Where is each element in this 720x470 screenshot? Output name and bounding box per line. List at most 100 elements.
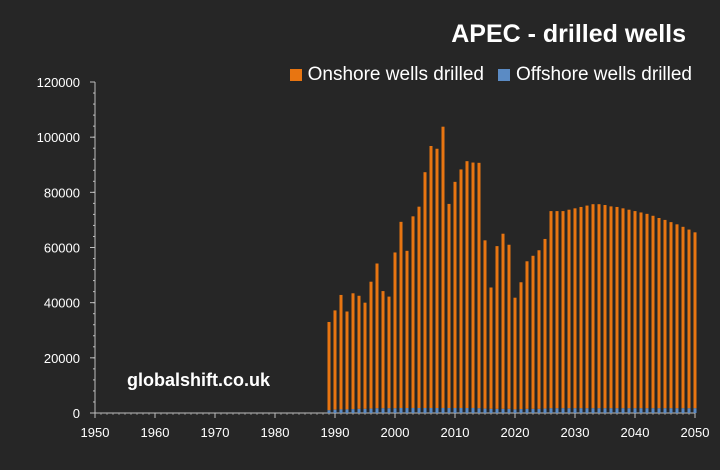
x-tick-label: 2040 <box>621 425 650 440</box>
x-tick-label: 2010 <box>441 425 470 440</box>
bar-offshore <box>627 408 631 413</box>
bar-offshore <box>657 408 661 413</box>
bar-offshore <box>333 409 337 413</box>
bar-onshore <box>591 204 595 409</box>
bar-onshore <box>375 263 379 409</box>
bar-onshore <box>669 222 673 409</box>
bar-onshore <box>633 211 637 409</box>
bar-offshore <box>597 408 601 413</box>
bar-onshore <box>411 216 415 409</box>
y-tick-label: 80000 <box>44 185 80 200</box>
chart-title: APEC - drilled wells <box>451 20 686 48</box>
legend-label-offshore: Offshore wells drilled <box>515 64 692 85</box>
bar-offshore <box>585 408 589 413</box>
bar-onshore <box>567 209 571 409</box>
bar-onshore <box>465 161 469 409</box>
bar-onshore <box>687 229 691 409</box>
bar-offshore <box>471 408 475 413</box>
bar-offshore <box>561 408 565 413</box>
bar-onshore <box>435 148 439 409</box>
bar-onshore <box>387 296 391 409</box>
bar-offshore <box>399 408 403 413</box>
x-tick-label: 1950 <box>81 425 110 440</box>
bar-offshore <box>621 408 625 413</box>
bar-onshore <box>609 206 613 409</box>
bar-onshore <box>603 205 607 409</box>
bar-offshore <box>453 408 457 413</box>
x-tick-label: 2050 <box>681 425 710 440</box>
bar-offshore <box>423 408 427 413</box>
bar-offshore <box>579 408 583 413</box>
bar-offshore <box>519 409 523 413</box>
legend-swatch-onshore <box>289 69 302 81</box>
bar-offshore <box>681 408 685 413</box>
y-tick-label: 120000 <box>37 75 80 90</box>
bar-offshore <box>477 408 481 413</box>
bar-onshore <box>501 233 505 409</box>
bar-offshore <box>339 409 343 413</box>
bar-offshore <box>489 408 493 413</box>
bar-offshore <box>495 408 499 413</box>
bar-onshore <box>627 209 631 409</box>
bar-onshore <box>483 240 487 409</box>
bar-offshore <box>387 408 391 413</box>
bar-onshore <box>525 261 529 409</box>
x-tick-label: 2000 <box>381 425 410 440</box>
x-tick-label: 1990 <box>321 425 350 440</box>
bar-onshore <box>495 246 499 409</box>
y-tick-label: 20000 <box>44 351 80 366</box>
y-tick-label: 40000 <box>44 296 80 311</box>
bar-onshore <box>399 221 403 409</box>
bar-onshore <box>693 232 697 409</box>
bar-onshore <box>339 294 343 410</box>
bar-onshore <box>363 302 367 409</box>
bar-onshore <box>429 145 433 409</box>
bar-offshore <box>411 408 415 413</box>
x-tick-label: 1980 <box>261 425 290 440</box>
bar-onshore <box>621 208 625 409</box>
bar-offshore <box>675 408 679 413</box>
bar-offshore <box>375 408 379 413</box>
bar-offshore <box>363 408 367 413</box>
legend: Onshore wells drilled Offshore wells dri… <box>276 64 692 86</box>
legend-label-onshore: Onshore wells drilled <box>307 64 484 85</box>
bars <box>327 126 697 413</box>
bar-offshore <box>537 408 541 413</box>
bar-offshore <box>693 408 697 413</box>
bar-offshore <box>327 410 331 413</box>
bar-offshore <box>483 408 487 413</box>
bar-offshore <box>549 408 553 413</box>
bar-onshore <box>489 287 493 409</box>
bar-offshore <box>501 408 505 413</box>
bar-onshore <box>549 211 553 409</box>
x-tick-label: 2030 <box>561 425 590 440</box>
bar-onshore <box>471 162 475 409</box>
bar-onshore <box>351 293 355 410</box>
bar-offshore <box>573 408 577 413</box>
bar-onshore <box>555 211 559 409</box>
legend-item-offshore: Offshore wells drilled <box>497 64 692 86</box>
y-tick-label: 60000 <box>44 241 80 256</box>
legend-swatch-offshore <box>497 69 510 81</box>
bar-offshore <box>543 408 547 413</box>
bar-offshore <box>507 408 511 413</box>
bar-onshore <box>651 215 655 409</box>
bar-onshore <box>585 205 589 409</box>
bar-offshore <box>567 408 571 413</box>
bar-onshore <box>345 311 349 410</box>
bar-onshore <box>453 181 457 409</box>
bar-onshore <box>561 211 565 409</box>
bar-onshore <box>579 206 583 409</box>
bar-onshore <box>423 172 427 409</box>
bar-offshore <box>435 408 439 413</box>
bar-offshore <box>369 408 373 413</box>
bar-onshore <box>543 238 547 409</box>
bar-offshore <box>417 408 421 413</box>
x-axis: 1950 1960 1970 1980 1990 2000 2010 2020 2030 2040… <box>81 412 710 440</box>
bar-offshore <box>465 408 469 413</box>
bar-onshore <box>663 219 667 409</box>
bar-onshore <box>327 321 331 411</box>
bar-offshore <box>645 408 649 413</box>
bar-onshore <box>381 291 385 409</box>
